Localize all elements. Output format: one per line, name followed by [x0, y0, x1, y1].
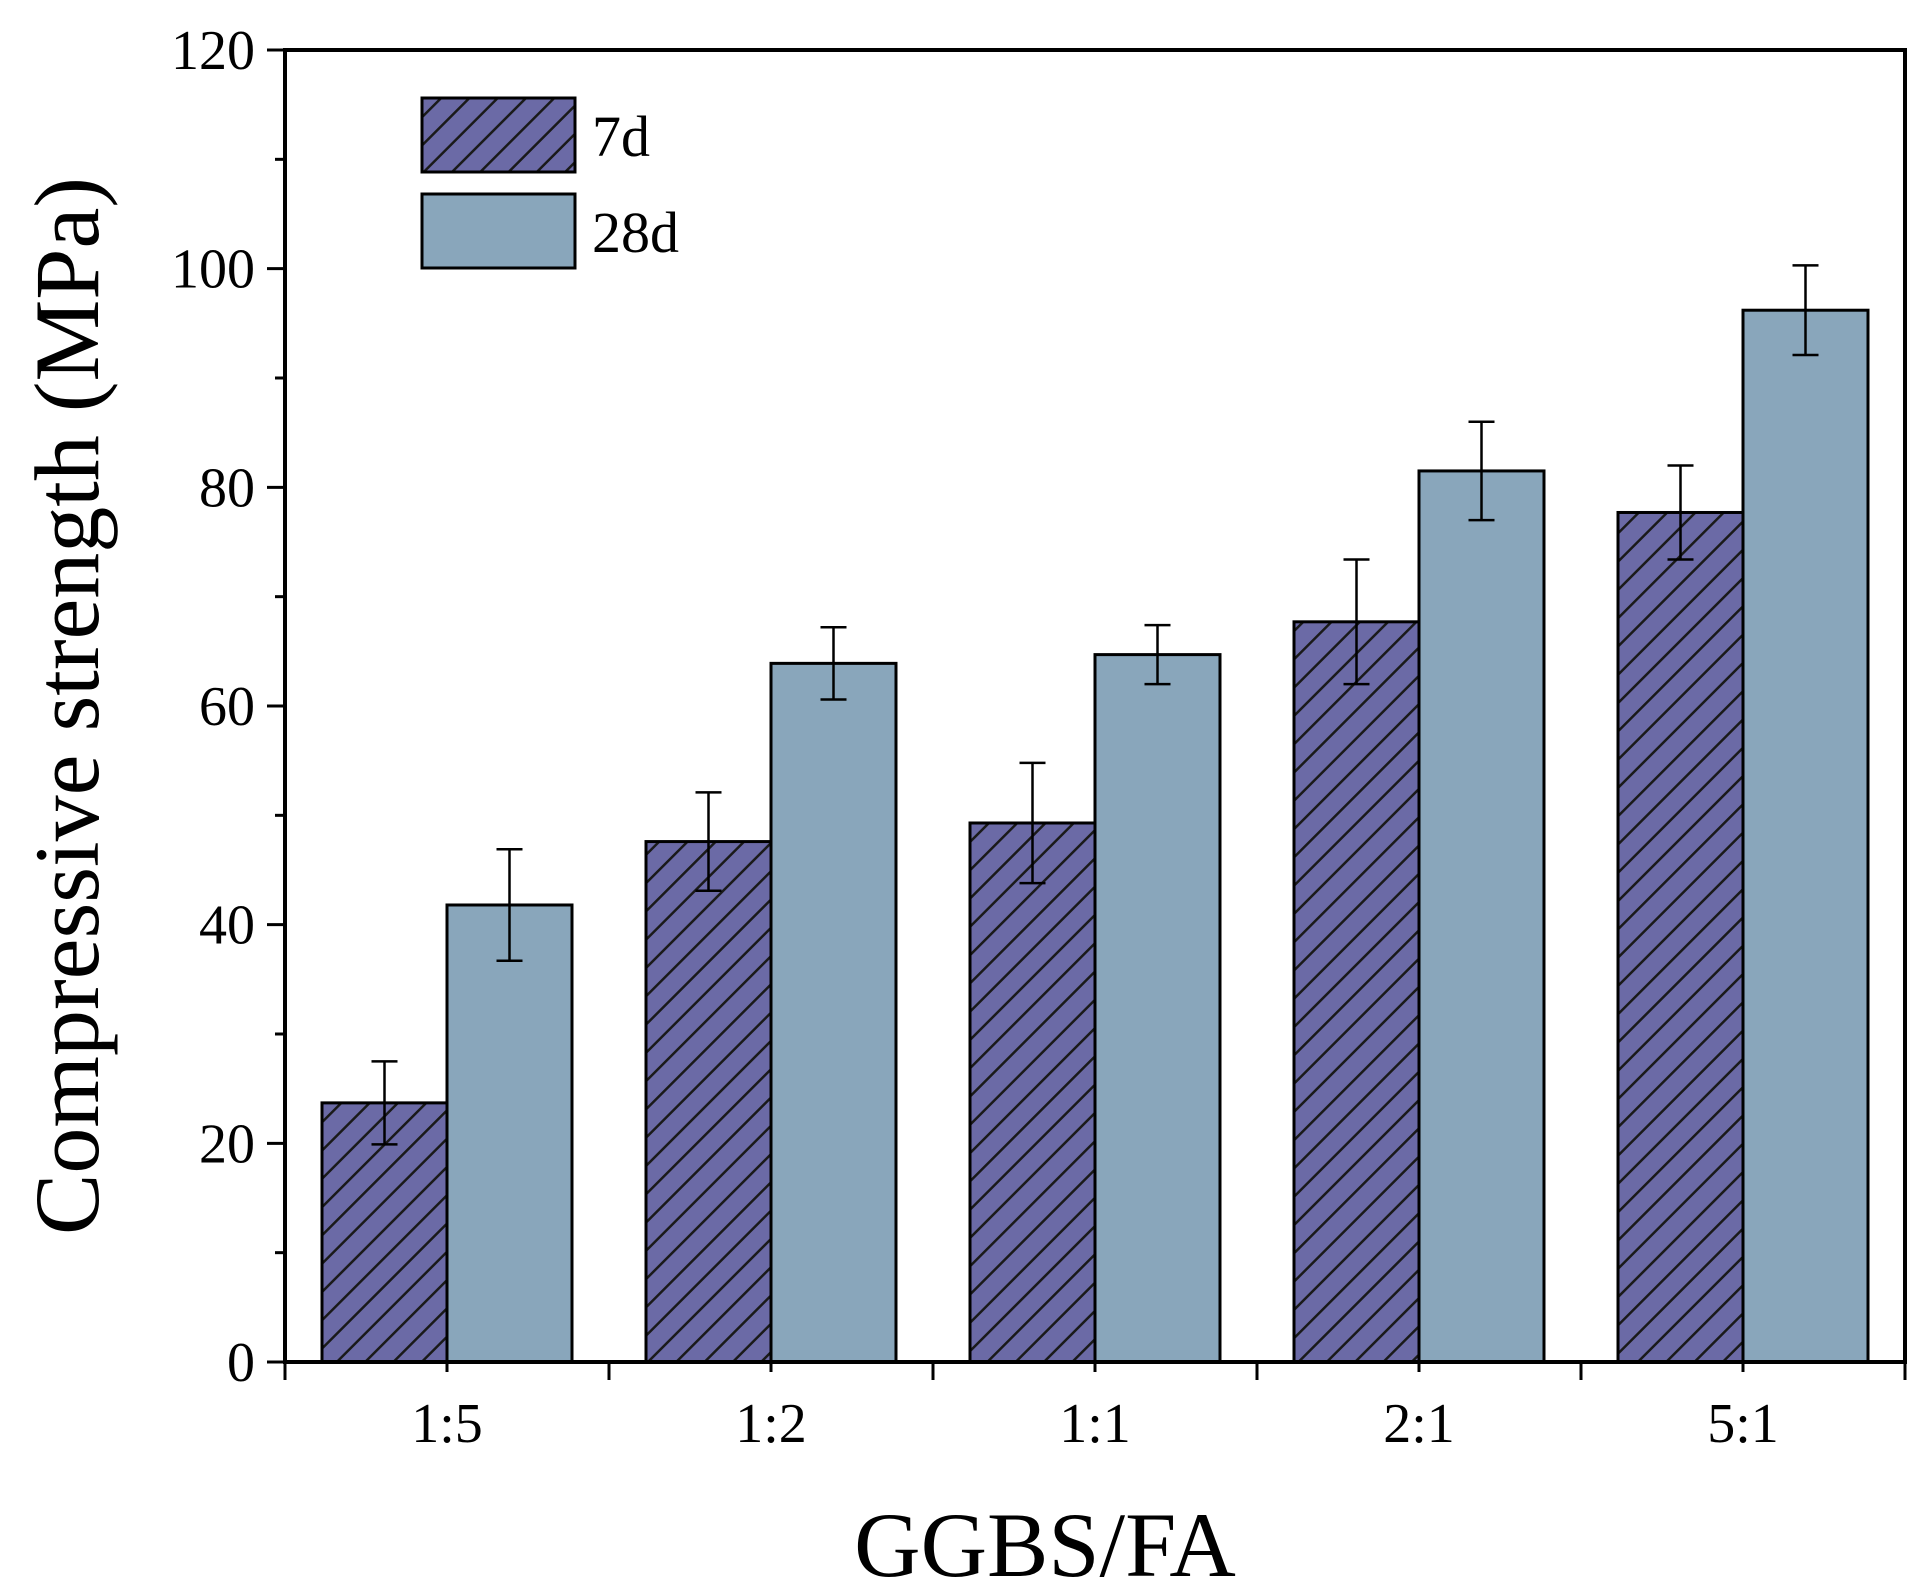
error-bar-7d-1:2 [695, 791, 722, 893]
bars-layer [320, 308, 1870, 1364]
y-tick-label: 120 [171, 20, 255, 82]
y-tick-label: 60 [199, 676, 255, 738]
y-tick-label: 80 [199, 457, 255, 519]
bar-28d-1:1 [1093, 653, 1222, 1364]
x-axis-title: GGBS/FA [854, 1494, 1236, 1595]
error-bar-28d-1:2 [820, 626, 847, 701]
error-bar-7d-1:1 [1019, 761, 1046, 885]
y-tick-label: 100 [171, 239, 255, 301]
bar-7d-1:1 [968, 821, 1097, 1364]
y-tick-label: 40 [199, 895, 255, 957]
x-axis: 1:5 1:2 1:1 2:1 5:1 [283, 1362, 1907, 1455]
bar-28d-2:1 [1417, 469, 1546, 1364]
error-bar-28d-1:1 [1144, 623, 1171, 686]
legend-swatch-7d [420, 96, 577, 174]
error-bar-7d-2:1 [1343, 558, 1370, 686]
error-bars-layer [371, 264, 1819, 1146]
x-tick-label: 1:2 [735, 1393, 807, 1455]
y-tick-label: 20 [199, 1113, 255, 1175]
legend-swatch-28d [420, 192, 577, 270]
legend: 7d 28d [420, 96, 679, 270]
error-bar-7d-1:5 [371, 1060, 398, 1146]
bar-28d-1:2 [769, 661, 898, 1364]
error-bar-28d-1:5 [496, 847, 523, 962]
x-tick-label: 2:1 [1383, 1393, 1455, 1455]
error-bar-28d-5:1 [1792, 264, 1819, 357]
bar-28d-5:1 [1741, 308, 1870, 1364]
bar-7d-1:2 [644, 840, 773, 1364]
y-axis: 0 20 40 60 80 100 120 [171, 20, 285, 1394]
y-tick-label: 0 [227, 1332, 255, 1394]
legend-label-28d: 28d [592, 200, 679, 265]
bar-7d-1:5 [320, 1101, 449, 1364]
error-bar-28d-2:1 [1468, 420, 1495, 522]
x-tick-label: 1:5 [411, 1393, 483, 1455]
bar-28d-1:5 [445, 903, 574, 1364]
x-tick-label: 1:1 [1059, 1393, 1131, 1455]
bar-7d-5:1 [1616, 510, 1745, 1364]
legend-label-7d: 7d [592, 104, 650, 169]
bar-7d-2:1 [1292, 620, 1421, 1364]
error-bar-7d-5:1 [1667, 464, 1694, 561]
y-axis-title: Compressive strength (MPa) [16, 177, 118, 1235]
x-tick-label: 5:1 [1707, 1393, 1779, 1455]
